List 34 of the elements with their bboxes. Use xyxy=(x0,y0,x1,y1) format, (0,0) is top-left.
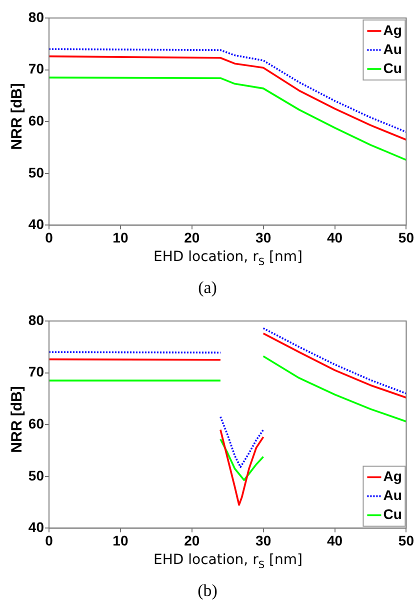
y-tick-label: 60 xyxy=(28,112,44,128)
x-axis-title: EHD location, r$_{S}$ [nm] xyxy=(152,249,304,268)
y-tick-label: 70 xyxy=(28,364,44,380)
y-axis-title: NRR [dB] xyxy=(8,385,26,455)
x-tick-label: 0 xyxy=(45,229,54,246)
text: (a) xyxy=(197,278,218,298)
legend-label: Au xyxy=(383,40,402,57)
x-tick-label: 50 xyxy=(398,532,414,548)
y-tick-label: 70 xyxy=(28,60,44,77)
x-tick-label: 10 xyxy=(112,229,128,246)
y-tick-label: 50 xyxy=(28,467,44,484)
y-tick-label: 60 xyxy=(28,415,44,432)
y-tick-label: 40 xyxy=(28,519,44,536)
legend-label: Ag xyxy=(383,22,402,38)
text: (b) xyxy=(196,581,218,601)
legend-label: Au xyxy=(383,487,402,504)
y-axis-title: NRR [dB] xyxy=(8,82,26,152)
legend-label: Cu xyxy=(383,506,402,522)
legend-label: Cu xyxy=(383,60,402,76)
x-tick-label: 10 xyxy=(112,532,128,548)
y-tick-label: 80 xyxy=(28,8,44,25)
x-tick-label: 40 xyxy=(326,532,343,548)
x-tick-label: 0 xyxy=(45,532,54,548)
y-tick-label: 50 xyxy=(28,164,44,180)
y-tick-label: 40 xyxy=(28,216,44,232)
legend-label: Ag xyxy=(383,468,402,484)
x-axis-title: EHD location, r$_{S}$ [nm] xyxy=(152,552,304,571)
x-tick-label: 20 xyxy=(184,229,200,246)
x-tick-label: 50 xyxy=(398,229,414,246)
x-tick-label: 30 xyxy=(256,532,272,548)
y-tick-label: 80 xyxy=(28,312,44,328)
x-tick-label: 20 xyxy=(184,532,200,548)
x-tick-label: 30 xyxy=(256,229,272,246)
x-tick-label: 40 xyxy=(326,229,343,246)
